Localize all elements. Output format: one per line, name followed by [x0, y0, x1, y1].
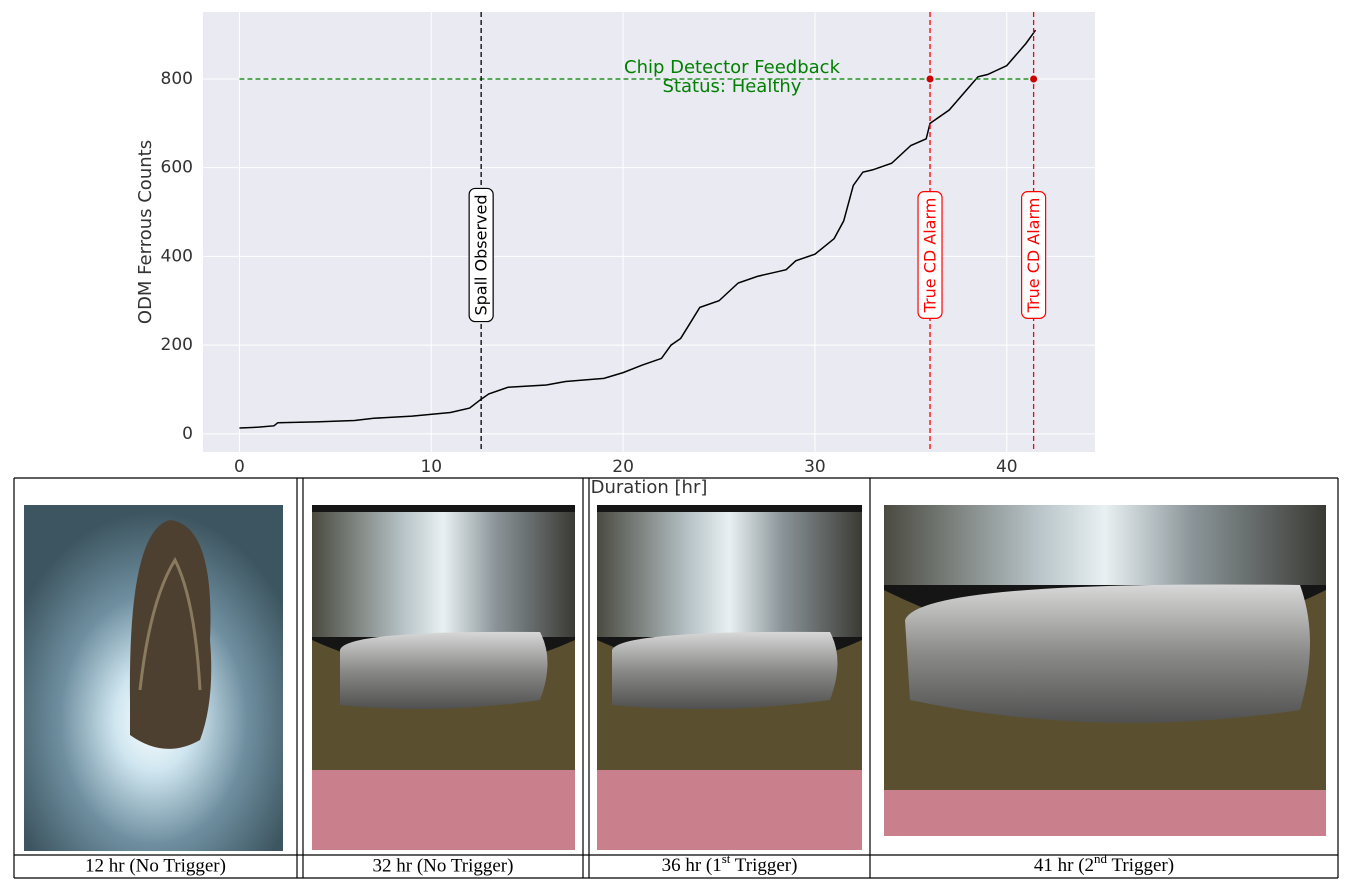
- y-tick-label: 400: [161, 246, 193, 266]
- y-tick-label: 200: [161, 335, 193, 355]
- figure: 0102030400200400600800Duration [hr]ODM F…: [0, 0, 1346, 879]
- x-tick-label: 30: [804, 457, 826, 477]
- y-tick-label: 0: [182, 424, 193, 444]
- x-tick-label: 10: [420, 457, 442, 477]
- caption: 12 hr (No Trigger): [85, 855, 226, 876]
- y-tick-label: 800: [161, 69, 193, 89]
- marker: [1030, 75, 1037, 82]
- caption: 32 hr (No Trigger): [373, 855, 514, 876]
- y-tick-label: 600: [161, 158, 193, 178]
- annotation-box: Spall Observed: [469, 188, 493, 321]
- caption: 36 hr (1st Trigger): [662, 851, 798, 876]
- x-tick-label: 0: [234, 457, 245, 477]
- photo: [884, 505, 1326, 836]
- annotation: True CD Alarm: [1024, 198, 1043, 314]
- x-tick-label: 40: [996, 457, 1018, 477]
- annotation: Status: Healthy: [663, 76, 802, 97]
- annotation: Chip Detector Feedback: [624, 57, 841, 78]
- caption: 41 hr (2nd Trigger): [1034, 851, 1174, 876]
- plot-area: [203, 12, 1095, 452]
- caption-part: Trigger): [730, 855, 797, 876]
- annotation: Spall Observed: [472, 194, 491, 315]
- annotation-box: True CD Alarm: [1022, 192, 1046, 319]
- photo-table: 12 hr (No Trigger) 32 hr (No Trigger) 36 h…: [14, 478, 1338, 878]
- marker: [927, 75, 934, 82]
- y-axis-label: ODM Ferrous Counts: [135, 140, 156, 324]
- annotation: True CD Alarm: [921, 198, 940, 314]
- caption-sup: nd: [1094, 851, 1108, 866]
- caption-part: 36 hr (1: [662, 855, 722, 876]
- caption-part: Trigger): [1107, 855, 1174, 876]
- x-axis-label: Duration [hr]: [591, 477, 708, 498]
- caption-part: 41 hr (2: [1034, 855, 1094, 876]
- annotation-box: True CD Alarm: [918, 192, 942, 319]
- photo: [597, 505, 862, 850]
- x-tick-label: 20: [612, 457, 634, 477]
- photo: [312, 505, 575, 850]
